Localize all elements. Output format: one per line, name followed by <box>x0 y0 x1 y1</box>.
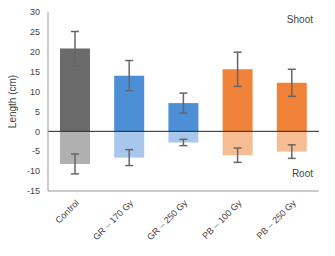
svg-text:-5: -5 <box>32 146 40 156</box>
svg-text:GR – 250 Gy: GR – 250 Gy <box>145 198 190 243</box>
svg-text:GR – 170 Gy: GR – 170 Gy <box>91 198 136 243</box>
svg-text:Length (cm): Length (cm) <box>8 75 18 128</box>
svg-text:0: 0 <box>35 127 40 137</box>
svg-text:PB – 250 Gy: PB – 250 Gy <box>255 198 299 242</box>
svg-text:30: 30 <box>30 8 40 17</box>
svg-text:-10: -10 <box>27 166 40 176</box>
svg-text:5: 5 <box>35 107 40 117</box>
svg-text:10: 10 <box>30 87 40 97</box>
html-text:Shoot: Shoot <box>286 14 313 25</box>
svg-text:-15: -15 <box>27 186 40 196</box>
svg-text:Control: Control <box>53 198 81 226</box>
svg-text:PB – 100 Gy: PB – 100 Gy <box>200 198 244 242</box>
html-text:Root: Root <box>291 168 313 179</box>
svg-text:20: 20 <box>30 47 40 57</box>
svg-text:15: 15 <box>30 67 40 77</box>
svg-text:25: 25 <box>30 27 40 37</box>
